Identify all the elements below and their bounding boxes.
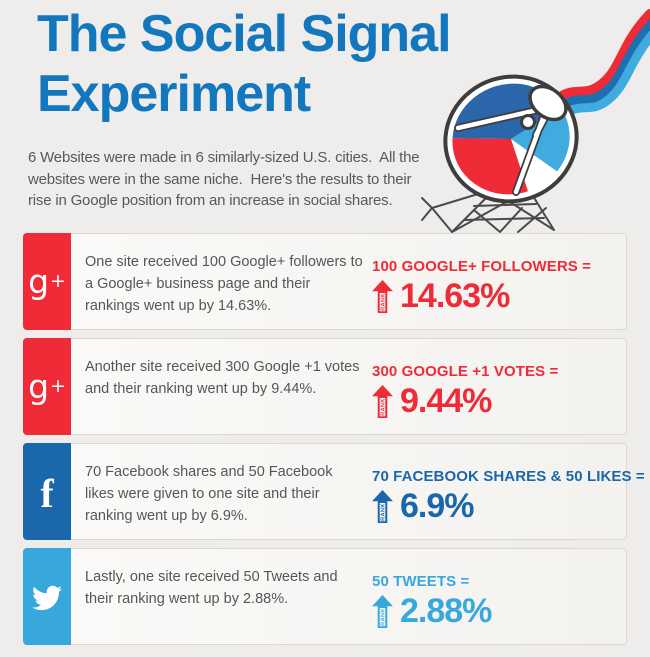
result-description: Lastly, one site received 50 Tweets and …	[85, 569, 338, 607]
stat-value: 6.9%	[400, 487, 474, 525]
stat-label: 100 GOOGLE+ FOLLOWERS =	[372, 258, 592, 275]
result-card-google-plus-followers: g + One site received 100 Google+ followe…	[23, 233, 627, 330]
stat-value: 14.63%	[400, 277, 510, 315]
stat-row: RANK 6.9%	[372, 489, 622, 523]
rank-arrow-label: RANK	[380, 502, 386, 520]
stat-row: RANK 9.44%	[372, 384, 622, 418]
stat-label: 50 TWEETS =	[372, 573, 470, 590]
rank-up-arrow-icon: RANK	[372, 489, 393, 523]
page-title-line1: The Social Signal	[37, 5, 452, 63]
facebook-icon: f	[23, 443, 71, 540]
stat-row: RANK 14.63%	[372, 279, 622, 313]
google-plus-g-glyph: g	[28, 367, 50, 406]
intro-paragraph: 6 Websites were made in 6 similarly-size…	[28, 149, 424, 209]
satellite-dish-illustration	[421, 9, 650, 233]
google-plus-icon: g +	[23, 233, 71, 330]
signal-ribbon-icon	[547, 9, 650, 125]
result-card-twitter: Lastly, one site received 50 Tweets and …	[23, 548, 627, 645]
google-plus-g-glyph: g	[28, 262, 50, 301]
page-title: The Social Signal Experiment	[37, 4, 452, 124]
twitter-icon	[23, 548, 71, 645]
google-plus-icon: g +	[23, 338, 71, 435]
result-stats: 300 GOOGLE +1 VOTES = RANK 9.44%	[372, 339, 622, 418]
feed-horn-icon	[454, 84, 568, 196]
result-card-google-plus-votes: g + Another site received 300 Google +1 v…	[23, 338, 627, 435]
stat-label: 300 GOOGLE +1 VOTES =	[372, 363, 559, 380]
result-card-facebook: f 70 Facebook shares and 50 Facebook lik…	[23, 443, 645, 540]
rank-up-arrow-icon: RANK	[372, 384, 393, 418]
result-description: Another site received 300 Google +1 vote…	[85, 359, 360, 397]
facebook-f-glyph: f	[40, 470, 54, 516]
page-title-line2: Experiment	[37, 65, 311, 123]
stat-row: RANK 2.88%	[372, 594, 622, 628]
result-stats: 70 FACEBOOK SHARES & 50 LIKES = RANK 6.9…	[372, 444, 645, 523]
rank-up-arrow-icon: RANK	[372, 279, 393, 313]
rank-up-arrow-icon: RANK	[372, 594, 393, 628]
twitter-bird-glyph	[32, 585, 62, 610]
rank-arrow-label: RANK	[380, 292, 386, 310]
result-description: One site received 100 Google+ followers …	[85, 254, 363, 314]
stat-value: 9.44%	[400, 382, 492, 420]
result-description: 70 Facebook shares and 50 Facebook likes…	[85, 464, 333, 524]
google-plus-plus-glyph: +	[50, 270, 66, 292]
dish-icon	[443, 74, 579, 204]
stat-label: 70 FACEBOOK SHARES & 50 LIKES =	[372, 468, 645, 485]
stat-value: 2.88%	[400, 592, 492, 630]
result-stats: 100 GOOGLE+ FOLLOWERS = RANK 14.63%	[372, 234, 622, 313]
rank-arrow-label: RANK	[380, 607, 386, 625]
rank-arrow-label: RANK	[380, 397, 386, 415]
result-stats: 50 TWEETS = RANK 2.88%	[372, 549, 622, 628]
google-plus-plus-glyph: +	[50, 375, 66, 397]
